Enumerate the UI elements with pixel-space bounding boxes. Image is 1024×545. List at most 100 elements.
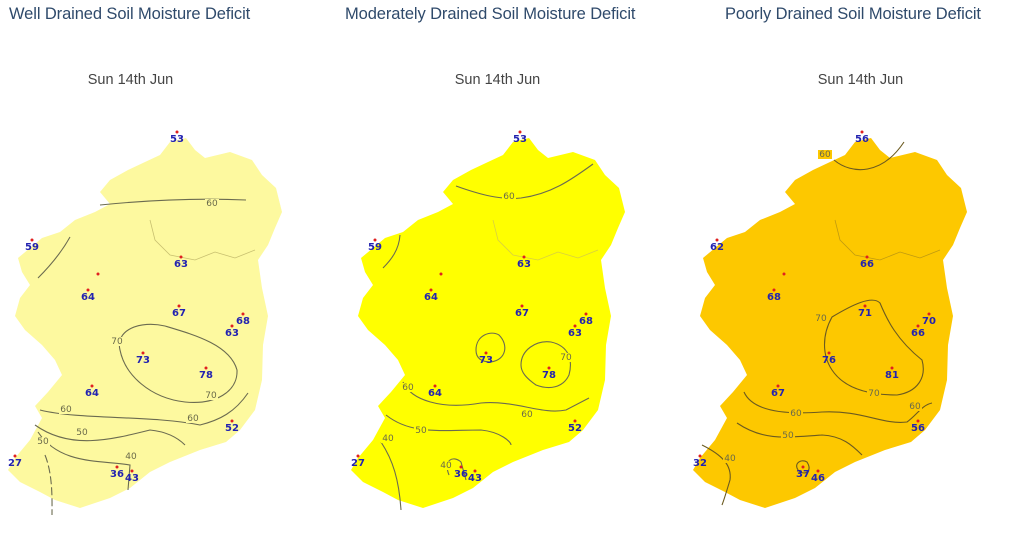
ireland-landmass	[693, 138, 967, 508]
station-value: 43	[125, 473, 139, 484]
contour-label: 50	[415, 426, 427, 436]
station-marker-icon	[547, 366, 551, 370]
station-value: 46	[811, 473, 825, 484]
station-marker-icon	[573, 324, 577, 328]
contour-label: 40	[382, 434, 394, 444]
panel-title: Well Drained Soil Moisture Deficit	[9, 5, 251, 23]
ireland-map: 6070606050404053596364676863737864522736…	[351, 130, 625, 511]
ireland-map: 6070706060504056626668717066768167563237…	[693, 130, 967, 508]
contour-label: 40	[724, 454, 736, 464]
station-value: 53	[170, 134, 184, 145]
contour-label: 60	[402, 383, 414, 393]
station-value: 56	[911, 423, 925, 434]
station-value: 68	[767, 292, 781, 303]
station-marker-icon	[698, 454, 702, 458]
station-value: 67	[515, 308, 529, 319]
station-value: 64	[428, 388, 442, 399]
station-marker-icon	[141, 351, 145, 355]
station-marker-icon	[890, 366, 894, 370]
contour-label: 60	[909, 402, 921, 412]
panel-title: Poorly Drained Soil Moisture Deficit	[725, 5, 981, 23]
station-value: 81	[885, 370, 899, 381]
contour-label: 40	[440, 461, 452, 471]
station-marker-icon	[241, 312, 245, 316]
station-marker-icon	[96, 272, 100, 276]
contour-label: 60	[60, 405, 72, 415]
contour-label: 40	[125, 452, 137, 462]
contour-label: 60	[187, 414, 199, 424]
station-marker-icon	[204, 366, 208, 370]
station-marker-icon	[90, 384, 94, 388]
station-value: 63	[517, 259, 531, 270]
contour-label: 70	[560, 353, 572, 363]
station-marker-icon	[860, 130, 864, 134]
station-value: 71	[858, 308, 872, 319]
panel-date: Sun 14th Jun	[87, 72, 174, 88]
station-value: 73	[136, 355, 150, 366]
station-value: 32	[693, 458, 707, 469]
station-marker-icon	[484, 351, 488, 355]
station-marker-icon	[520, 304, 524, 308]
station-value: 52	[568, 423, 582, 434]
station-marker-icon	[373, 238, 377, 242]
station-marker-icon	[115, 465, 119, 469]
station-marker-icon	[772, 288, 776, 292]
station-marker-icon	[916, 324, 920, 328]
station-marker-icon	[459, 465, 463, 469]
station-marker-icon	[473, 469, 477, 473]
contour-label: 60	[503, 192, 515, 202]
panel-well-drained: Well Drained Soil Moisture Deficit Sun 1…	[0, 0, 341, 545]
station-marker-icon	[356, 454, 360, 458]
station-marker-icon	[177, 304, 181, 308]
station-marker-icon	[715, 238, 719, 242]
contour-label: 60	[206, 199, 218, 209]
station-marker-icon	[439, 272, 443, 276]
station-value: 70	[922, 316, 936, 327]
station-value: 76	[822, 355, 836, 366]
panel-poorly-drained: Poorly Drained Soil Moisture Deficit Sun…	[682, 0, 1023, 545]
station-marker-icon	[816, 469, 820, 473]
station-value: 68	[579, 316, 593, 327]
station-marker-icon	[927, 312, 931, 316]
station-value: 27	[351, 458, 365, 469]
station-value: 78	[542, 370, 556, 381]
station-value: 52	[225, 423, 239, 434]
station-marker-icon	[518, 130, 522, 134]
contour-label: 70	[815, 314, 827, 324]
station-value: 64	[424, 292, 438, 303]
station-marker-icon	[429, 288, 433, 292]
station-marker-icon	[776, 384, 780, 388]
station-value: 63	[174, 259, 188, 270]
contour-label: 70	[205, 391, 217, 401]
station-value: 68	[236, 316, 250, 327]
station-marker-icon	[30, 238, 34, 242]
station-value: 67	[172, 308, 186, 319]
contour-label: 60	[521, 410, 533, 420]
station-marker-icon	[916, 419, 920, 423]
contour-label: 60	[790, 409, 802, 419]
station-value: 59	[368, 242, 382, 253]
station-marker-icon	[522, 255, 526, 259]
station-marker-icon	[433, 384, 437, 388]
station-value: 63	[568, 328, 582, 339]
station-value: 27	[8, 458, 22, 469]
panel-date: Sun 14th Jun	[817, 72, 904, 88]
contour-label: 50	[782, 431, 794, 441]
station-marker-icon	[865, 255, 869, 259]
station-marker-icon	[863, 304, 867, 308]
station-value: 73	[479, 355, 493, 366]
station-marker-icon	[573, 419, 577, 423]
station-value: 53	[513, 134, 527, 145]
station-value: 66	[860, 259, 874, 270]
station-value: 64	[81, 292, 95, 303]
panel-date: Sun 14th Jun	[454, 72, 541, 88]
station-marker-icon	[179, 255, 183, 259]
station-marker-icon	[782, 272, 786, 276]
panel-title: Moderately Drained Soil Moisture Deficit	[345, 5, 636, 23]
contour-label: 50	[76, 428, 88, 438]
station-value: 59	[25, 242, 39, 253]
ireland-landmass	[351, 138, 625, 508]
contour-label: 70	[111, 337, 123, 347]
station-marker-icon	[230, 324, 234, 328]
station-value: 62	[710, 242, 724, 253]
